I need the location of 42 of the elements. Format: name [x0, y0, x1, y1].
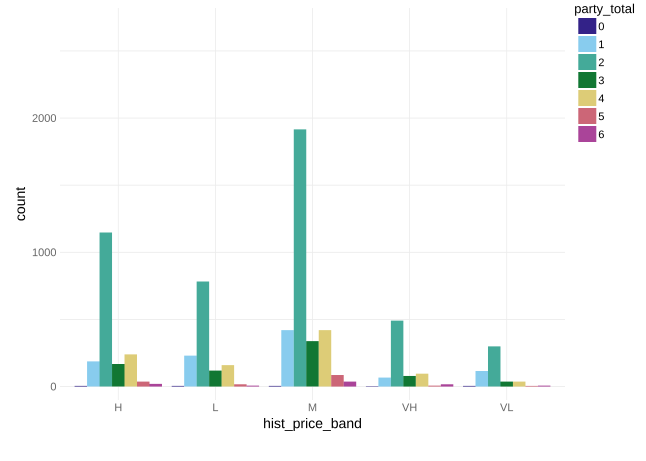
bar — [137, 382, 150, 387]
legend-label: 3 — [598, 76, 604, 84]
bar — [500, 382, 513, 387]
bar — [318, 330, 332, 387]
legend-label: 5 — [598, 112, 604, 120]
bar — [124, 354, 138, 387]
x-tick-label: M — [308, 404, 316, 412]
x-tick-label: H — [115, 404, 122, 412]
bar — [390, 320, 404, 387]
bar — [112, 364, 125, 387]
legend-label: 0 — [598, 22, 604, 30]
bar — [378, 378, 391, 387]
y-axis-title: count — [16, 186, 26, 221]
bar — [281, 330, 294, 387]
bar — [222, 365, 234, 387]
bar — [512, 382, 526, 387]
bar — [196, 281, 210, 387]
bar — [331, 375, 344, 387]
bar — [488, 346, 500, 387]
bar — [209, 370, 222, 387]
bar — [149, 384, 162, 387]
bar — [416, 374, 428, 387]
bar — [306, 341, 319, 387]
bar — [344, 382, 356, 387]
x-tick-label: L — [213, 404, 218, 412]
bar — [476, 370, 488, 387]
bar — [184, 356, 197, 387]
legend-label: 2 — [598, 58, 604, 66]
legend-label: 1 — [599, 40, 604, 48]
y-tick-label: 1000 — [32, 248, 56, 256]
legend-title: party_total — [575, 4, 634, 16]
bar — [87, 361, 100, 387]
y-tick-label: 0 — [50, 382, 56, 390]
legend-label: 6 — [598, 130, 604, 138]
y-tick-label: 2000 — [32, 114, 56, 122]
x-tick-label: VL — [500, 404, 514, 412]
x-tick-label: VH — [402, 404, 416, 412]
bar — [100, 232, 112, 387]
bar — [294, 129, 306, 387]
bar — [403, 376, 416, 387]
legend-label: 4 — [598, 94, 604, 102]
x-axis-title: hist_price_band — [264, 418, 361, 431]
